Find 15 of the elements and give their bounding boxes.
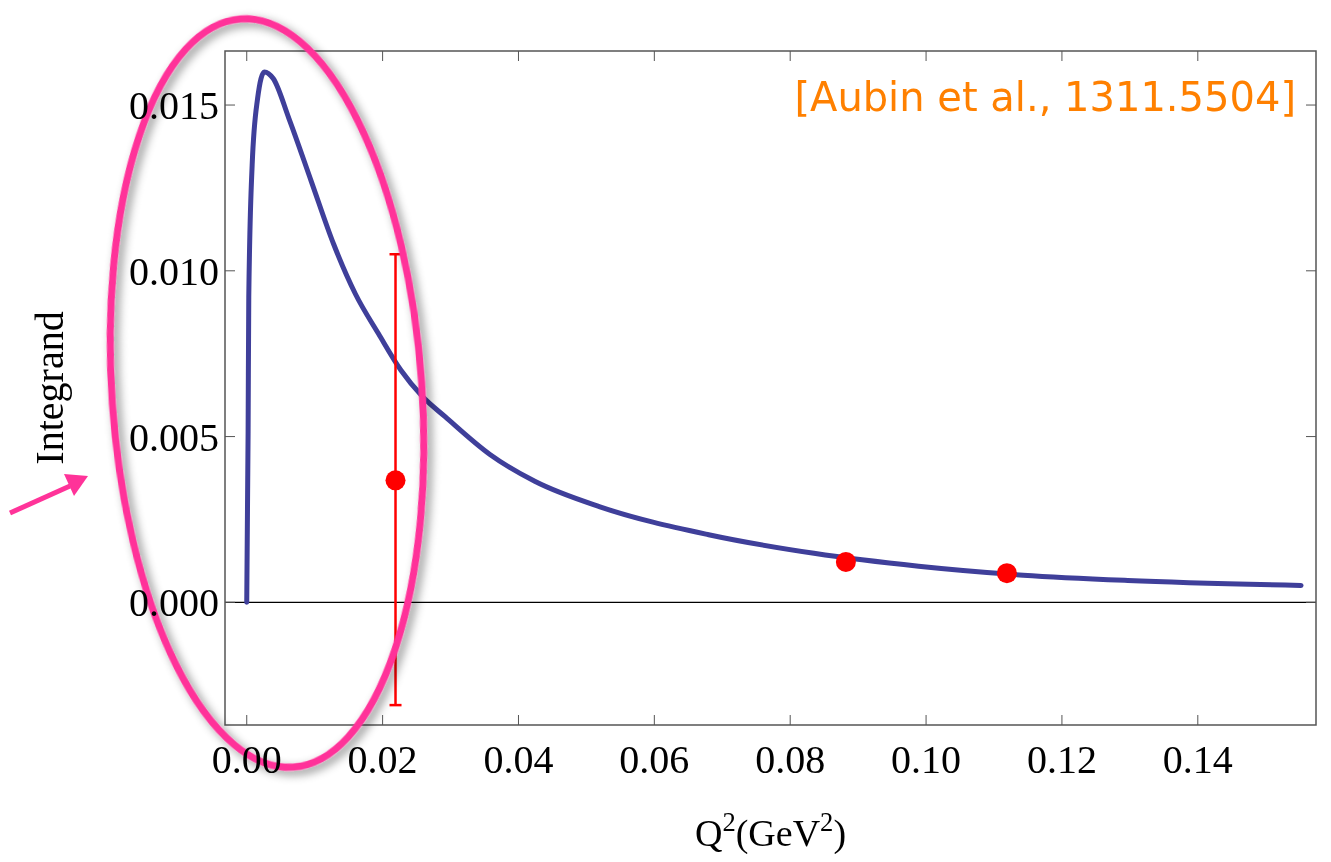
x-axis-title: Q$^{2}$(GeV$^{2}$) [694, 807, 847, 855]
y-tick-label: 0.005 [129, 414, 219, 460]
x-tick-label: 0.08 [755, 737, 826, 782]
x-tick-label: 0.06 [619, 737, 690, 782]
y-tick-label: 0.010 [129, 248, 219, 294]
x-tick-label: 0.02 [347, 737, 418, 782]
point [996, 563, 1017, 584]
point [385, 470, 406, 491]
x-tick-label: 0.04 [483, 737, 554, 782]
x-tick-label: 0.12 [1026, 737, 1097, 782]
point [835, 551, 856, 572]
y-axis-title: Integrand [27, 311, 72, 465]
x-tick-label: 0.10 [891, 737, 962, 782]
annotation: [Aubin et al., 1311.5504] [794, 74, 1296, 120]
x-tick-label: 0.14 [1162, 737, 1233, 782]
